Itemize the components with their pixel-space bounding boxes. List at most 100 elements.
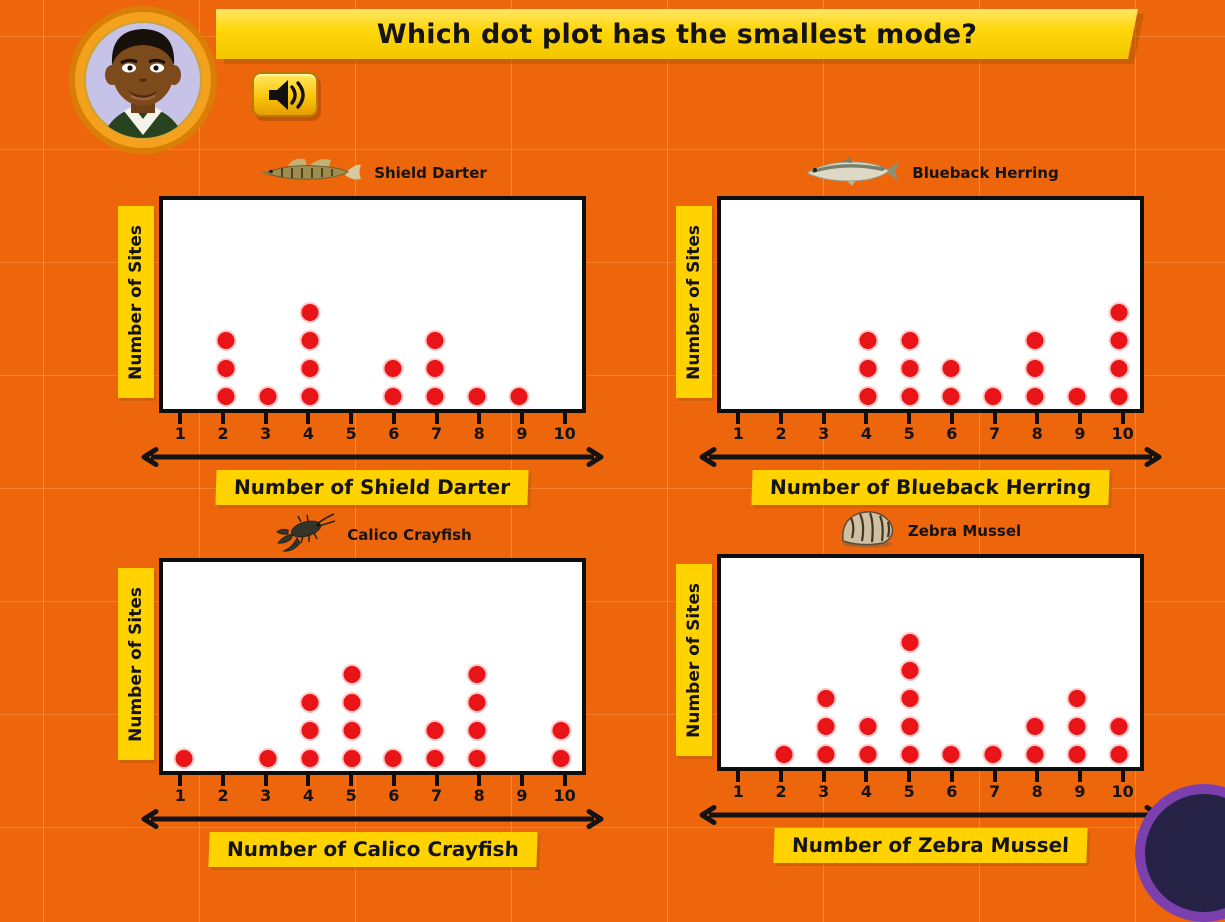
axis-tick-label: 6 [946, 782, 958, 801]
dot-column-5 [343, 666, 361, 767]
dot-column-1 [175, 750, 193, 767]
speaker-button[interactable] [252, 72, 318, 117]
dot-column-6 [384, 750, 402, 767]
axis-tick [1077, 413, 1082, 424]
dot [901, 388, 919, 405]
dot [901, 662, 919, 679]
axis-tick-label: 8 [1031, 782, 1043, 801]
dot-column-4 [859, 332, 877, 405]
axis-tick [907, 771, 912, 782]
dot [343, 722, 361, 739]
x-axis-arrow-icon [697, 805, 1164, 825]
axis-tick [864, 413, 869, 424]
dot [426, 750, 444, 767]
dot-column-8 [468, 666, 486, 767]
axis-tick-label: 3 [818, 782, 830, 801]
dot [984, 746, 1002, 763]
dot [942, 388, 960, 405]
axis-tick [434, 413, 439, 424]
axis-tick-label: 5 [345, 786, 357, 805]
y-axis-label: Number of Sites [676, 206, 712, 398]
x-axis-title: Number of Shield Darter [215, 470, 530, 505]
axis-tick-label: 9 [1074, 782, 1086, 801]
dot [301, 304, 319, 321]
axis-tick-label: 5 [903, 782, 915, 801]
axis-tick-label: 5 [903, 424, 915, 443]
axis-tick [864, 771, 869, 782]
y-axis-label: Number of Sites [118, 206, 154, 398]
dot [384, 360, 402, 377]
dot-column-8 [1026, 332, 1044, 405]
dot [384, 388, 402, 405]
dot [552, 722, 570, 739]
axis-tick [821, 413, 826, 424]
dot [859, 388, 877, 405]
axis-tick-label: 9 [1074, 424, 1086, 443]
x-axis-ticks: 1 2 3 4 5 6 7 8 9 10 [717, 771, 1144, 805]
dot-column-4 [301, 694, 319, 767]
axis-tick-label: 3 [260, 786, 272, 805]
dot [1110, 746, 1128, 763]
axis-tick-label: 1 [174, 786, 186, 805]
dot [1110, 360, 1128, 377]
species-header: Shield Darter [159, 150, 586, 196]
dot-column-10 [552, 722, 570, 767]
axis-tick-label: 1 [174, 424, 186, 443]
species-header: Calico Crayfish [159, 512, 586, 558]
axis-tick [1120, 413, 1125, 424]
axis-tick [949, 413, 954, 424]
axis-tick-label: 10 [1111, 782, 1134, 801]
dot-column-5 [901, 634, 919, 763]
axis-tick-label: 10 [553, 424, 576, 443]
axis-tick [306, 775, 311, 786]
x-axis-arrow-icon [697, 447, 1164, 467]
x-axis-arrow-icon [139, 447, 606, 467]
axis-tick-label: 3 [818, 424, 830, 443]
axis-tick [349, 413, 354, 424]
axis-tick [992, 771, 997, 782]
dot [426, 388, 444, 405]
axis-tick [349, 775, 354, 786]
dot [1068, 690, 1086, 707]
dot [426, 360, 444, 377]
dot-column-7 [426, 332, 444, 405]
plot-area [159, 558, 586, 775]
dot [468, 694, 486, 711]
dot [942, 746, 960, 763]
axis-tick-label: 2 [775, 782, 787, 801]
axis-tick [949, 771, 954, 782]
axis-tick-label: 6 [388, 424, 400, 443]
dot [552, 750, 570, 767]
y-axis-label: Number of Sites [118, 568, 154, 760]
dot [301, 332, 319, 349]
axis-tick [779, 771, 784, 782]
dot [1026, 746, 1044, 763]
dot [343, 750, 361, 767]
axis-tick [562, 775, 567, 786]
dot [301, 360, 319, 377]
axis-tick [779, 413, 784, 424]
axis-tick-label: 7 [430, 424, 443, 443]
axis-tick [477, 775, 482, 786]
plot-area [159, 196, 586, 413]
dot-column-7 [984, 746, 1002, 763]
dot [426, 722, 444, 739]
speaker-icon [269, 79, 305, 110]
dot [1110, 388, 1128, 405]
dot [217, 360, 235, 377]
dot [217, 332, 235, 349]
dot [901, 690, 919, 707]
dot-column-10 [1110, 304, 1128, 405]
y-axis-label: Number of Sites [676, 564, 712, 756]
axis-tick-label: 5 [345, 424, 357, 443]
axis-tick [519, 775, 524, 786]
dot [1026, 718, 1044, 735]
dot [1068, 388, 1086, 405]
herring-fish-icon [802, 154, 900, 192]
dot-column-9 [1068, 388, 1086, 405]
dot [859, 718, 877, 735]
axis-tick [477, 413, 482, 424]
axis-tick-label: 8 [1031, 424, 1043, 443]
dot [468, 750, 486, 767]
